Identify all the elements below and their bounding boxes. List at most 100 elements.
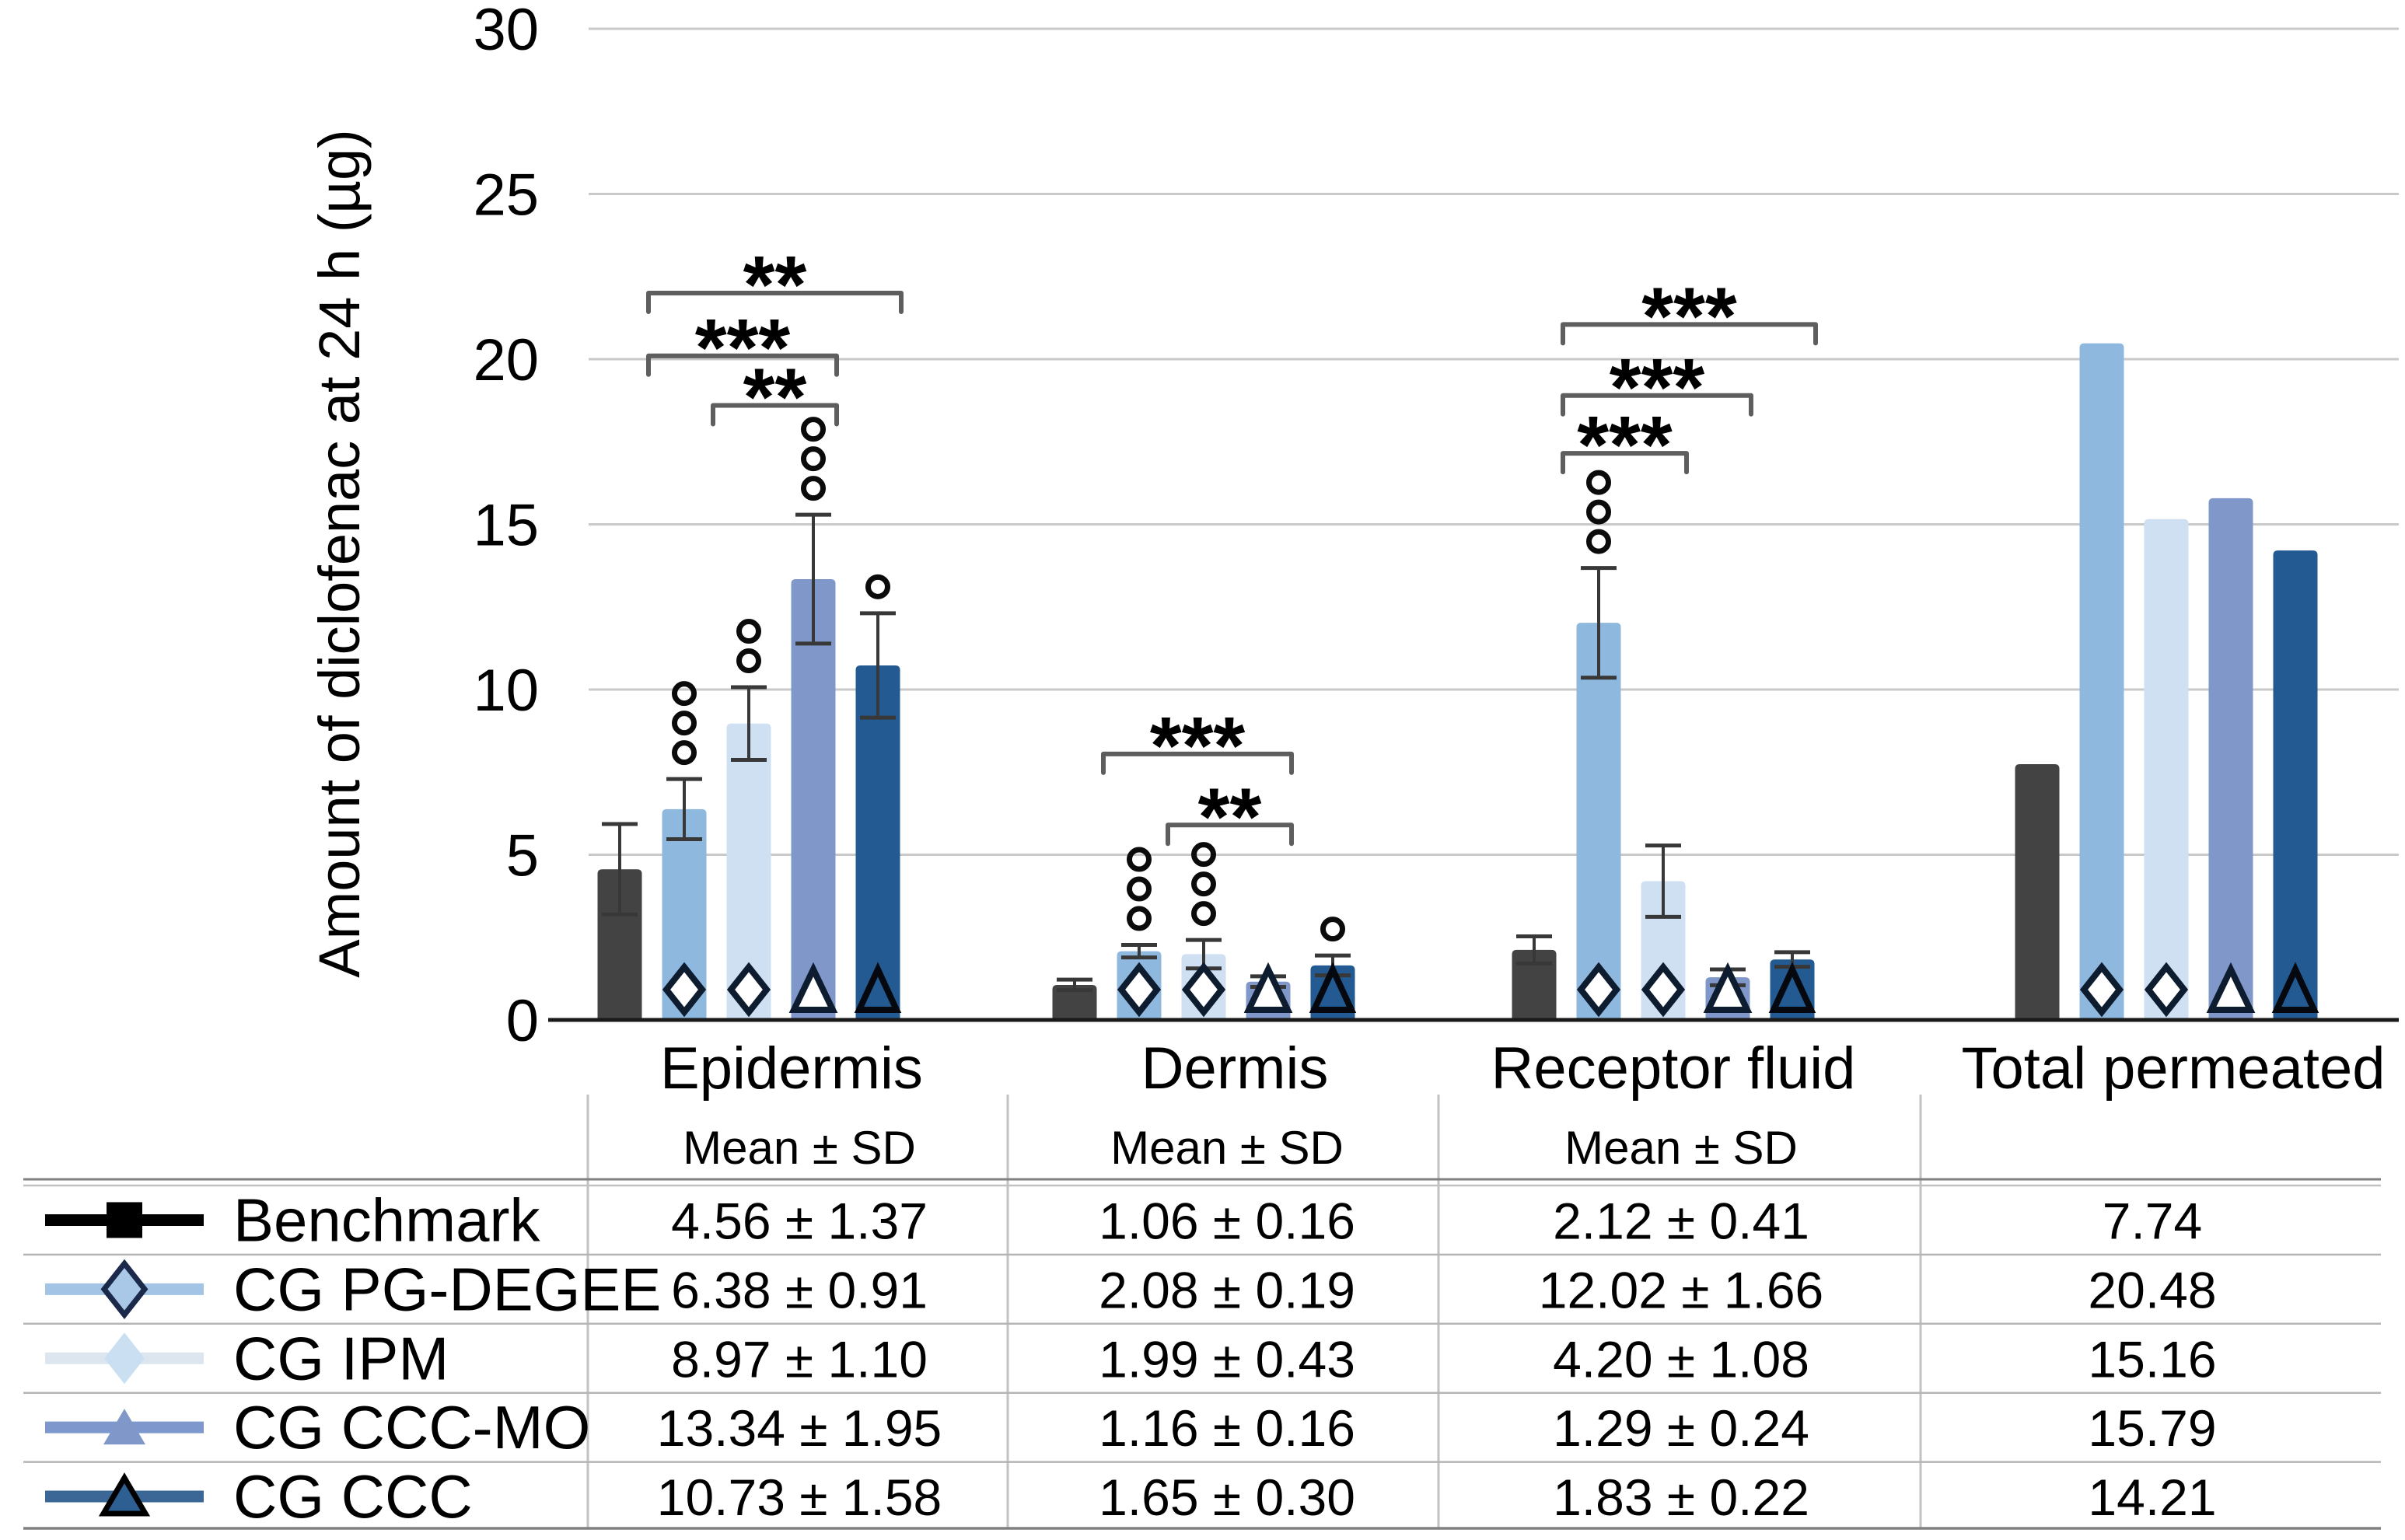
- significance-label: **: [1198, 771, 1262, 862]
- significance-circle-icon: [801, 476, 826, 501]
- table-cell-value: 15.79: [2088, 1399, 2216, 1457]
- triangle-marker-icon: [1309, 962, 1357, 1013]
- significance-label: **: [743, 352, 807, 443]
- y-tick-label: 20: [473, 327, 539, 393]
- significance-label: ***: [1610, 342, 1705, 433]
- diamond-marker-icon: [1576, 962, 1621, 1018]
- significance-circle-icon: [672, 681, 697, 707]
- table-row-label: CG CCC-MO: [233, 1393, 590, 1461]
- significance-circle-icon: [1127, 847, 1152, 872]
- table-cell-value: 6.38 ± 0.91: [671, 1261, 928, 1318]
- y-axis-title: Amount of diclofenac at 24 h (µg): [307, 129, 372, 978]
- diamond-marker-icon: [2079, 962, 2124, 1018]
- table-row: [45, 1259, 204, 1320]
- table-cell-value: 2.08 ± 0.19: [1099, 1261, 1355, 1318]
- significance-bracket: [646, 353, 839, 377]
- y-tick-label: 30: [473, 0, 539, 63]
- y-tick-label: 10: [473, 658, 539, 724]
- diamond-marker-icon: [1641, 962, 1686, 1018]
- table-row-label: Benchmark: [233, 1186, 540, 1254]
- significance-circle-icon: [1586, 470, 1611, 495]
- table-row: [45, 1472, 204, 1517]
- significance-circle-icon: [801, 417, 826, 442]
- triangle-marker-icon: [1243, 962, 1293, 1013]
- significance-circle-icon: [736, 619, 761, 644]
- table-cell-value: 7.74: [2103, 1192, 2202, 1249]
- y-tick-label: 0: [506, 988, 539, 1054]
- table-cell-value: 4.56 ± 1.37: [671, 1192, 928, 1249]
- triangle-marker-icon: [2271, 962, 2319, 1013]
- significance-circle-icon: [736, 648, 761, 674]
- table-subheader: Mean ± SD: [1564, 1122, 1798, 1174]
- table-cell-value: 13.34 ± 1.95: [657, 1399, 942, 1457]
- legend-diamond-icon: [104, 1332, 145, 1385]
- table-row-label: CG PG-DEGEE: [233, 1255, 661, 1323]
- bar: [2208, 498, 2253, 1020]
- table-row-label: CG CCC: [233, 1462, 473, 1531]
- significance-circle-icon: [672, 711, 697, 736]
- legend-triangle-icon: [98, 1472, 151, 1517]
- category-label: Dermis: [1141, 1035, 1329, 1102]
- significance-circle-icon: [1320, 917, 1345, 942]
- bar: [2079, 343, 2124, 1021]
- significance-circle-icon: [1586, 499, 1611, 525]
- table-cell-value: 1.29 ± 0.24: [1553, 1399, 1809, 1457]
- bar: [1576, 623, 1621, 1020]
- triangle-marker-icon: [854, 962, 902, 1013]
- significance-bracket: [711, 403, 839, 427]
- table-subheader: Mean ± SD: [1110, 1122, 1344, 1174]
- significance-circle-icon: [1191, 871, 1216, 897]
- bar: [597, 869, 642, 1020]
- table-cell-value: 14.21: [2088, 1468, 2216, 1526]
- significance-bracket: [1561, 451, 1689, 475]
- bar: [2273, 550, 2318, 1020]
- diamond-marker-icon: [2144, 962, 2189, 1018]
- y-tick-label: 15: [473, 493, 539, 559]
- table-cell-value: 8.97 ± 1.10: [671, 1330, 928, 1388]
- significance-label: **: [743, 239, 807, 330]
- significance-label: ***: [695, 302, 791, 393]
- diamond-marker-icon: [726, 962, 771, 1018]
- significance-circle-icon: [801, 446, 826, 472]
- significance-circle-icon: [1127, 876, 1152, 902]
- triangle-marker-icon: [2206, 962, 2256, 1013]
- significance-circle-icon: [672, 740, 697, 766]
- bar: [726, 723, 771, 1020]
- bar: [662, 808, 707, 1020]
- table-row: [45, 1202, 204, 1238]
- diamond-marker-icon: [1181, 962, 1226, 1018]
- significance-label: ***: [1641, 271, 1737, 361]
- significance-bracket: [1561, 322, 1818, 346]
- table-cell-value: 12.02 ± 1.66: [1539, 1261, 1824, 1318]
- table-cell-value: 1.83 ± 0.22: [1553, 1468, 1809, 1526]
- category-label: Receptor fluid: [1491, 1035, 1856, 1102]
- table-subheader: Mean ± SD: [683, 1122, 916, 1174]
- bar: [2015, 764, 2060, 1020]
- significance-circle-icon: [865, 574, 890, 599]
- bar: [1512, 949, 1557, 1020]
- table-cell-value: 1.99 ± 0.43: [1099, 1330, 1355, 1388]
- diamond-marker-icon: [662, 962, 707, 1018]
- significance-bracket: [1101, 751, 1294, 775]
- bar: [1770, 959, 1815, 1020]
- legend-square-icon: [107, 1202, 142, 1238]
- y-tick-label: 25: [473, 162, 539, 229]
- table-cell-value: 2.12 ± 0.41: [1553, 1192, 1809, 1249]
- triangle-marker-icon: [1768, 962, 1816, 1013]
- legend-diamond-icon: [100, 1259, 149, 1320]
- significance-label: ***: [1150, 700, 1246, 791]
- triangle-marker-icon: [788, 962, 838, 1013]
- table-row: [45, 1409, 204, 1445]
- bar: [2144, 519, 2189, 1020]
- significance-bracket: [1166, 822, 1294, 847]
- bar: [791, 579, 836, 1020]
- legend-triangle-icon: [103, 1409, 145, 1445]
- bar: [1310, 965, 1355, 1020]
- significance-bracket: [1561, 393, 1753, 417]
- category-label: Epidermis: [660, 1035, 923, 1102]
- significance-label: ***: [1577, 400, 1673, 491]
- table-cell-value: 10.73 ± 1.58: [657, 1468, 942, 1526]
